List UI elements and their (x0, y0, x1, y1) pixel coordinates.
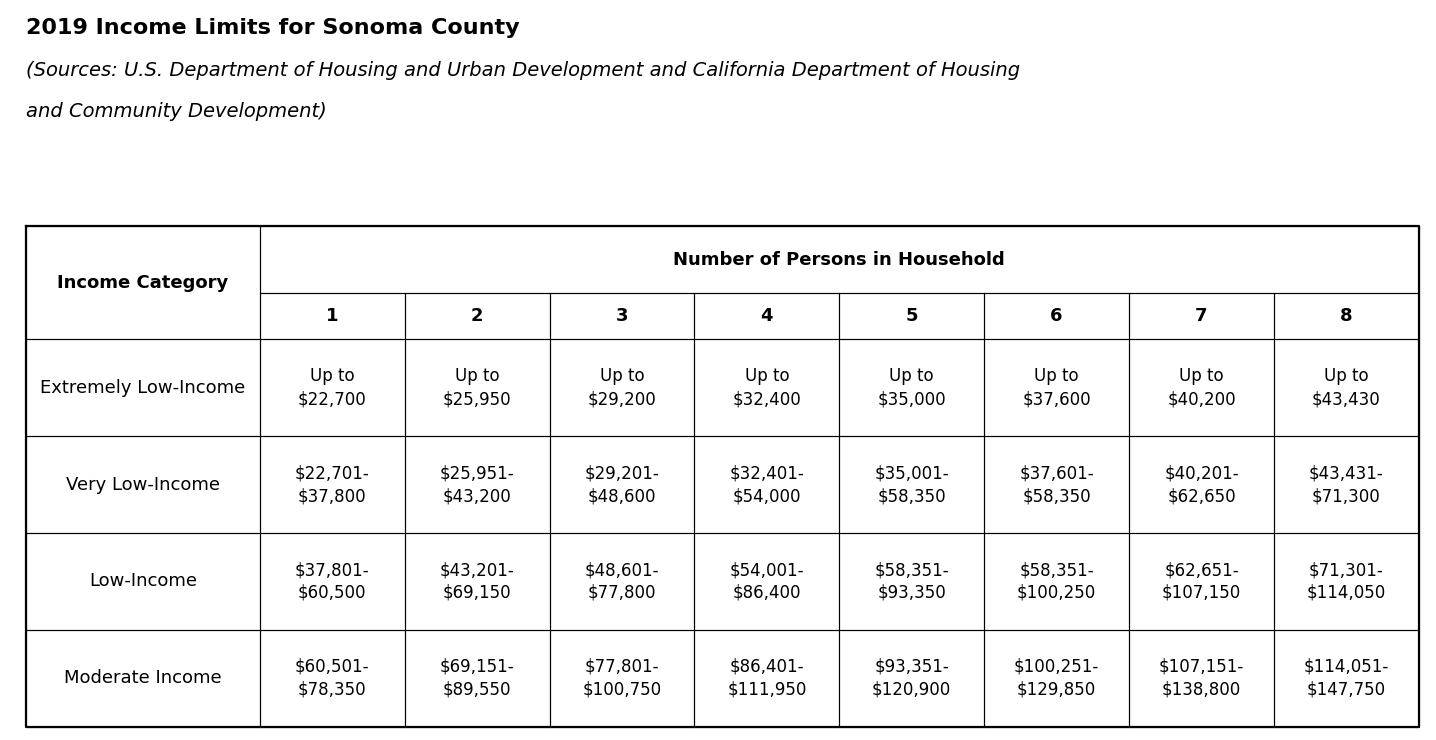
Text: $71,301-
$114,050: $71,301- $114,050 (1307, 561, 1386, 602)
Text: $100,251-
$129,850: $100,251- $129,850 (1014, 658, 1099, 699)
Text: $54,001-
$86,400: $54,001- $86,400 (729, 561, 804, 602)
Text: $69,151-
$89,550: $69,151- $89,550 (439, 658, 514, 699)
Text: $58,351-
$100,250: $58,351- $100,250 (1017, 561, 1096, 602)
Text: Up to
$35,000: Up to $35,000 (877, 367, 946, 408)
Text: Up to
$25,950: Up to $25,950 (442, 367, 511, 408)
Text: 5: 5 (906, 307, 918, 326)
Text: Up to
$37,600: Up to $37,600 (1022, 367, 1091, 408)
Text: 2019 Income Limits for Sonoma County: 2019 Income Limits for Sonoma County (26, 18, 520, 38)
Text: Moderate Income: Moderate Income (65, 669, 221, 687)
Text: 7: 7 (1195, 307, 1208, 326)
Text: Income Category: Income Category (57, 274, 228, 292)
Text: 6: 6 (1050, 307, 1063, 326)
Text: $37,801-
$60,500: $37,801- $60,500 (294, 561, 369, 602)
Text: and Community Development): and Community Development) (26, 102, 326, 121)
Text: Up to
$32,400: Up to $32,400 (732, 367, 801, 408)
Text: (Sources: U.S. Department of Housing and Urban Development and California Depart: (Sources: U.S. Department of Housing and… (26, 61, 1020, 80)
Text: Up to
$22,700: Up to $22,700 (297, 367, 366, 408)
Text: $22,701-
$37,800: $22,701- $37,800 (294, 464, 369, 505)
Text: 1: 1 (326, 307, 339, 326)
Text: 2: 2 (471, 307, 484, 326)
Text: 3: 3 (616, 307, 629, 326)
Text: $29,201-
$48,600: $29,201- $48,600 (584, 464, 659, 505)
Text: $114,051-
$147,750: $114,051- $147,750 (1304, 658, 1389, 699)
Text: $62,651-
$107,150: $62,651- $107,150 (1162, 561, 1241, 602)
Text: Up to
$29,200: Up to $29,200 (587, 367, 656, 408)
Text: $77,801-
$100,750: $77,801- $100,750 (583, 658, 662, 699)
Text: $40,201-
$62,650: $40,201- $62,650 (1165, 464, 1239, 505)
Text: $37,601-
$58,350: $37,601- $58,350 (1020, 464, 1094, 505)
Text: $35,001-
$58,350: $35,001- $58,350 (875, 464, 949, 505)
Text: $107,151-
$138,800: $107,151- $138,800 (1159, 658, 1244, 699)
Text: $86,401-
$111,950: $86,401- $111,950 (727, 658, 807, 699)
Text: Up to
$40,200: Up to $40,200 (1167, 367, 1236, 408)
Text: Low-Income: Low-Income (89, 573, 197, 591)
Text: $43,201-
$69,150: $43,201- $69,150 (439, 561, 514, 602)
Text: $60,501-
$78,350: $60,501- $78,350 (294, 658, 369, 699)
Text: $48,601-
$77,800: $48,601- $77,800 (584, 561, 659, 602)
Text: $58,351-
$93,350: $58,351- $93,350 (875, 561, 949, 602)
Text: Extremely Low-Income: Extremely Low-Income (40, 379, 246, 397)
Text: Number of Persons in Household: Number of Persons in Household (673, 251, 1005, 269)
Text: $93,351-
$120,900: $93,351- $120,900 (872, 658, 952, 699)
Text: $25,951-
$43,200: $25,951- $43,200 (439, 464, 514, 505)
Text: $43,431-
$71,300: $43,431- $71,300 (1310, 464, 1384, 505)
Text: Very Low-Income: Very Low-Income (66, 476, 220, 494)
Text: $32,401-
$54,000: $32,401- $54,000 (729, 464, 804, 505)
Text: Up to
$43,430: Up to $43,430 (1313, 367, 1380, 408)
Text: 8: 8 (1340, 307, 1353, 326)
Text: 4: 4 (761, 307, 773, 326)
